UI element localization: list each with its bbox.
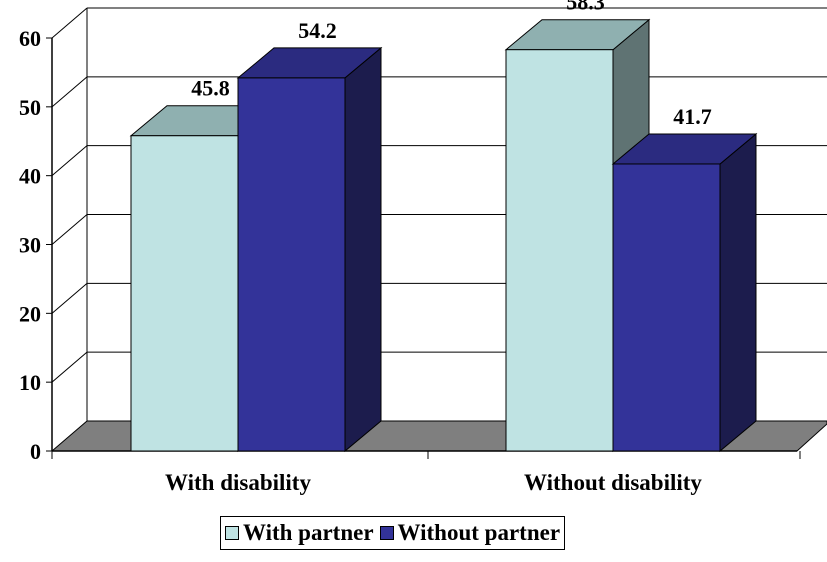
bar-0-0 [130,135,239,452]
ytick-label-50: 50 [19,95,41,120]
data-label-1-1: 41.7 [673,104,712,129]
data-label-0-1: 54.2 [298,18,337,43]
legend-label-without-partner: Without partner [397,520,561,545]
legend-item-with-partner: With partner [225,519,374,547]
legend: With partner Without partner [220,516,566,550]
gridline-diag-20 [51,282,88,314]
legend-item-without-partner: Without partner [379,519,561,547]
bar-1-1 [612,163,721,452]
gridline-diag-60 [51,7,88,39]
gridline-diag-30 [51,214,88,245]
data-label-1-0: 58.3 [566,0,605,15]
ytick-label-30: 30 [19,233,41,258]
data-label-0-0: 45.8 [191,76,230,101]
gridline-diag-50 [51,76,88,108]
legend-swatch-with-partner [225,526,239,540]
bar-side-0-1 [344,46,382,453]
ytick-label-60: 60 [19,26,41,51]
bar-1-0 [505,49,614,452]
ytick-label-40: 40 [19,164,41,189]
legend-label-with-partner: With partner [243,520,374,545]
legend-swatch-without-partner [379,526,394,540]
gridline-diag-40 [51,145,88,177]
bar-0-1 [237,77,346,452]
ytick-label-20: 20 [19,301,41,326]
ytick-label-10: 10 [19,370,41,395]
category-label-1: Without disability [524,470,702,495]
category-label-0: With disability [165,470,311,495]
ytick-label-0: 0 [30,439,41,464]
gridline-diag-10 [51,351,88,383]
bar-side-1-1 [719,132,757,453]
